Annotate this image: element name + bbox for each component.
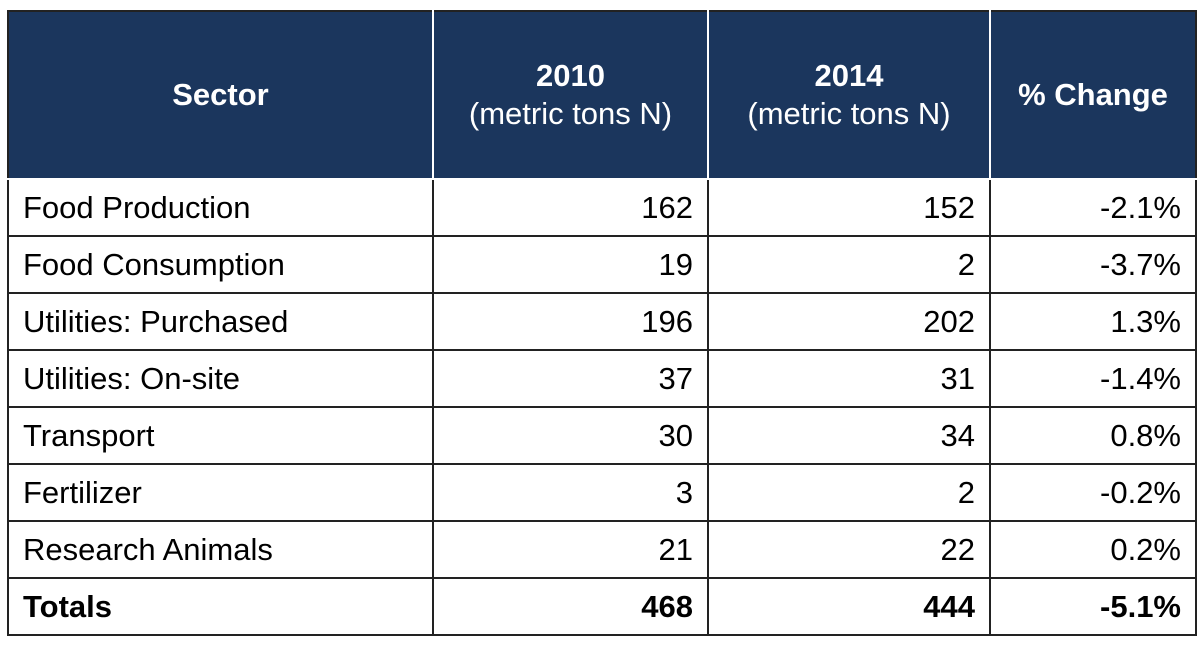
row-2014-cell: 2: [707, 235, 991, 294]
row-sector-cell: Utilities: On-site: [7, 349, 434, 408]
totals-row: Totals 468 444 -5.1%: [7, 577, 1197, 636]
row-sector-cell: Fertilizer: [7, 463, 434, 522]
header-percent-change-label: % Change: [1018, 77, 1168, 112]
table-row: Fertilizer 3 2 -0.2%: [7, 463, 1197, 522]
table-row: Transport 30 34 0.8%: [7, 406, 1197, 465]
nitrogen-footprint-table: Sector 2010 (metric tons N) 2014 (metric…: [7, 10, 1197, 636]
row-2010-cell: 21: [432, 520, 709, 579]
header-2014: 2014 (metric tons N): [707, 10, 991, 180]
row-sector-cell: Research Animals: [7, 520, 434, 579]
row-2010-cell: 196: [432, 292, 709, 351]
table-row: Utilities: Purchased 196 202 1.3%: [7, 292, 1197, 351]
row-2010-cell: 37: [432, 349, 709, 408]
totals-2014-cell: 444: [707, 577, 991, 636]
row-2014-cell: 22: [707, 520, 991, 579]
table-row: Food Consumption 19 2 -3.7%: [7, 235, 1197, 294]
header-sector-label: Sector: [172, 77, 269, 112]
table-body: Food Production 162 152 -2.1% Food Consu…: [7, 178, 1197, 636]
row-change-cell: -3.7%: [989, 235, 1197, 294]
row-change-cell: 0.8%: [989, 406, 1197, 465]
header-2010-unit: (metric tons N): [468, 96, 673, 131]
row-sector-cell: Food Consumption: [7, 235, 434, 294]
row-change-cell: -2.1%: [989, 178, 1197, 237]
row-change-cell: 1.3%: [989, 292, 1197, 351]
header-sector: Sector: [7, 10, 434, 180]
row-2014-cell: 31: [707, 349, 991, 408]
row-2010-cell: 3: [432, 463, 709, 522]
table-row: Utilities: On-site 37 31 -1.4%: [7, 349, 1197, 408]
header-2010-label: 2010: [536, 58, 605, 93]
row-2014-cell: 2: [707, 463, 991, 522]
table-row: Research Animals 21 22 0.2%: [7, 520, 1197, 579]
row-sector-cell: Transport: [7, 406, 434, 465]
table-header: Sector 2010 (metric tons N) 2014 (metric…: [7, 10, 1197, 180]
row-2010-cell: 30: [432, 406, 709, 465]
row-2014-cell: 152: [707, 178, 991, 237]
header-2010: 2010 (metric tons N): [432, 10, 709, 180]
row-change-cell: -0.2%: [989, 463, 1197, 522]
header-row: Sector 2010 (metric tons N) 2014 (metric…: [7, 10, 1197, 180]
totals-label-cell: Totals: [7, 577, 434, 636]
row-change-cell: 0.2%: [989, 520, 1197, 579]
row-2010-cell: 19: [432, 235, 709, 294]
nitrogen-footprint-table-container: Sector 2010 (metric tons N) 2014 (metric…: [7, 10, 1197, 636]
row-2010-cell: 162: [432, 178, 709, 237]
row-sector-cell: Utilities: Purchased: [7, 292, 434, 351]
totals-2010-cell: 468: [432, 577, 709, 636]
row-change-cell: -1.4%: [989, 349, 1197, 408]
totals-change-cell: -5.1%: [989, 577, 1197, 636]
header-percent-change: % Change: [989, 10, 1197, 180]
header-2014-label: 2014: [814, 58, 884, 93]
row-sector-cell: Food Production: [7, 178, 434, 237]
header-2014-unit: (metric tons N): [747, 96, 951, 131]
row-2014-cell: 34: [707, 406, 991, 465]
row-2014-cell: 202: [707, 292, 991, 351]
table-row: Food Production 162 152 -2.1%: [7, 178, 1197, 237]
